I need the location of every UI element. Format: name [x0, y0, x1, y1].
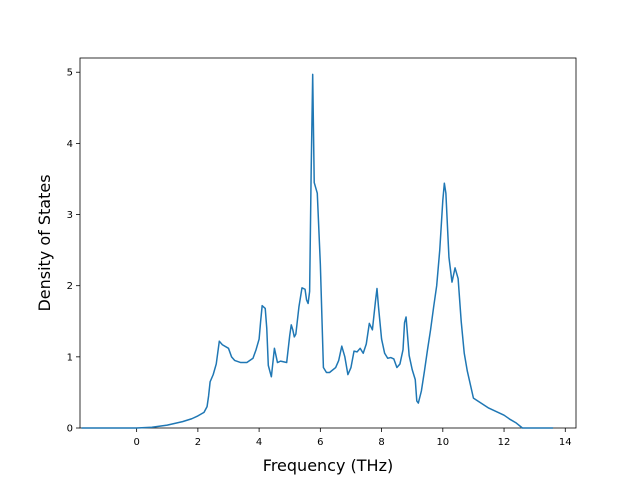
y-tick-label: 1 — [67, 352, 73, 363]
x-tick-label: 6 — [317, 437, 323, 448]
x-tick-label: 2 — [195, 437, 201, 448]
y-tick-label: 3 — [67, 210, 73, 221]
y-axis-ticks: 0 1 2 3 4 5 — [67, 68, 80, 435]
y-tick-label: 2 — [67, 281, 73, 292]
x-tick-label: 4 — [256, 437, 262, 448]
y-tick-label: 4 — [67, 139, 73, 150]
x-tick-label: 10 — [436, 437, 449, 448]
x-tick-label: 8 — [378, 437, 384, 448]
y-axis-label: Density of States — [35, 174, 54, 311]
axes-frame — [79, 57, 577, 429]
x-tick-label: 12 — [498, 437, 511, 448]
x-tick-label: 0 — [133, 437, 139, 448]
dos-series-line — [81, 73, 554, 429]
x-axis-ticks: 0 2 4 6 8 10 12 14 — [133, 428, 572, 448]
x-tick-label: 14 — [559, 437, 572, 448]
y-tick-label: 0 — [67, 424, 73, 435]
y-tick-label: 5 — [67, 68, 73, 79]
plot-area — [79, 57, 577, 429]
series-layer — [81, 73, 554, 429]
x-axis-label: Frequency (THz) — [263, 456, 393, 475]
